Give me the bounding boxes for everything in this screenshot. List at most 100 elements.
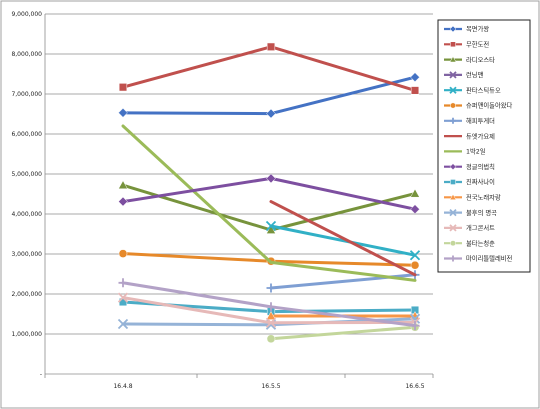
legend-item: 진짜사나이 <box>444 177 495 186</box>
data-point <box>118 180 128 190</box>
legend-marker <box>449 71 457 79</box>
y-tick-label: 5,000,000 <box>11 171 42 178</box>
series-9 <box>118 173 420 215</box>
legend-item: 판타스틱듀오 <box>444 85 501 94</box>
data-point <box>410 204 420 215</box>
data-point <box>265 317 277 328</box>
data-point <box>118 249 128 258</box>
series-line <box>269 325 417 341</box>
data-point <box>117 318 129 330</box>
data-point <box>118 107 128 118</box>
legend-label: 런닝맨 <box>466 70 484 79</box>
data-point <box>410 321 420 331</box>
series-line <box>269 224 417 257</box>
data-point <box>266 310 276 320</box>
legend-item: 1박2일 <box>444 147 486 156</box>
y-tick-label: 1,000,000 <box>11 331 42 338</box>
legend-marker <box>449 86 457 94</box>
series-2 <box>118 180 420 234</box>
data-point <box>266 283 276 293</box>
gridlines <box>45 13 433 335</box>
legend-label: 진짜사나이 <box>466 177 495 186</box>
legend-label: 불후의 명곡 <box>466 208 497 217</box>
y-tick-label: 4,000,000 <box>11 211 42 218</box>
x-tick-label: 16.5.5 <box>261 383 280 390</box>
data-point <box>118 278 128 288</box>
data-point <box>118 196 128 207</box>
legend-item: 불후의 명곡 <box>444 208 497 217</box>
series-line <box>269 200 417 277</box>
legend-item: 런닝맨 <box>444 70 484 79</box>
legend-item: 라디오스타 <box>444 55 495 64</box>
data-point <box>266 42 276 51</box>
data-point <box>266 224 276 234</box>
legend-item: 불타는청춘 <box>444 238 495 247</box>
data-point <box>409 250 421 261</box>
series-7 <box>269 200 417 277</box>
data-point <box>410 188 420 198</box>
y-tick-label: 6,000,000 <box>11 131 42 138</box>
legend-label: 라디오스타 <box>466 55 495 64</box>
legend-marker <box>450 240 456 247</box>
legend-item: 개그콘서트 <box>444 223 495 232</box>
legend-marker <box>450 41 456 48</box>
series-4 <box>265 220 421 261</box>
legend-marker <box>450 255 456 262</box>
series-8 <box>121 124 417 282</box>
data-point <box>410 72 420 83</box>
legend-label: 개그콘서트 <box>466 223 495 232</box>
legend-marker <box>449 25 457 33</box>
legend-item: 복면가왕 <box>444 24 489 33</box>
data-point <box>266 108 276 119</box>
y-tick-label: 8,000,000 <box>11 51 42 58</box>
y-tick-label: - <box>40 371 42 378</box>
axes: - 1,000,000 2,000,000 3,000,000 4,000,000 5,0… <box>11 11 434 390</box>
series-1 <box>118 42 420 95</box>
legend-label: 마이리틀텔레비전 <box>466 254 513 263</box>
legend-item: 전국노래자랑 <box>444 193 501 202</box>
legend-marker <box>449 56 457 63</box>
legend: 복면가왕무한도전라디오스타런닝맨판타스틱듀오슈퍼맨이돌아왔다해피투게더듀엣가요제… <box>437 19 531 273</box>
legend-marker <box>449 193 457 200</box>
legend-marker <box>449 208 457 217</box>
y-tick-label: 2,000,000 <box>11 291 42 298</box>
legend-label: 1박2일 <box>466 147 486 156</box>
x-tick-label: 16.4.8 <box>113 383 132 390</box>
series-0 <box>118 72 420 119</box>
data-point <box>410 260 420 270</box>
data-point <box>265 220 277 232</box>
legend-label: 전국노래자랑 <box>466 193 501 202</box>
legend-label: 듀엣가요제 <box>466 131 495 140</box>
legend-label: 복면가왕 <box>466 24 489 33</box>
legend-label: 슈퍼맨이돌아왔다 <box>466 101 513 110</box>
legend-marker <box>450 117 456 124</box>
legend-label: 무한도전 <box>466 40 489 49</box>
y-tick-label: 3,000,000 <box>11 251 42 258</box>
legend-item: 정글의법칙 <box>444 162 495 171</box>
data-point <box>117 292 129 303</box>
legend-item: 무한도전 <box>444 40 489 49</box>
x-tick-label: 16.6.5 <box>405 383 424 390</box>
legend-marker <box>449 224 457 232</box>
series-line <box>121 124 417 282</box>
legend-item: 마이리틀텔레비전 <box>444 254 513 263</box>
legend-label: 불타는청춘 <box>466 238 495 247</box>
series-lines <box>117 42 421 344</box>
legend-item: 듀엣가요제 <box>444 131 495 140</box>
legend-marker <box>449 163 457 171</box>
legend-item: 슈퍼맨이돌아왔다 <box>444 101 513 110</box>
data-point <box>266 302 276 312</box>
data-point <box>266 334 276 344</box>
data-point <box>266 173 276 184</box>
data-point <box>410 86 420 95</box>
legend-marker <box>450 102 456 109</box>
legend-item: 해피투게더 <box>444 116 495 125</box>
data-point <box>118 83 128 92</box>
legend-marker <box>450 179 456 185</box>
y-tick-label: 9,000,000 <box>11 11 42 18</box>
y-tick-label: 7,000,000 <box>11 91 42 98</box>
legend-label: 해피투게더 <box>466 116 495 125</box>
legend-label: 정글의법칙 <box>466 162 495 171</box>
